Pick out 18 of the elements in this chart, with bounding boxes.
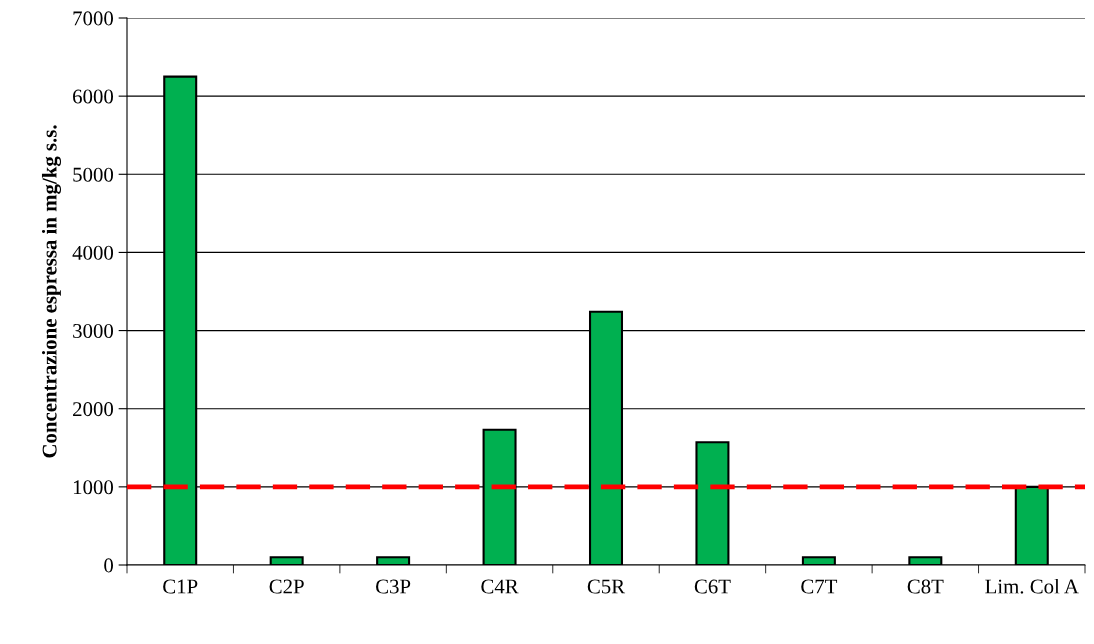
y-tick-label: 5000 <box>73 167 114 182</box>
y-tick-label: 1000 <box>73 480 114 495</box>
y-axis-title: Concentrazione espressa in mg/kg s.s. <box>41 125 62 458</box>
y-tick-label: 2000 <box>73 402 114 417</box>
x-tick-label: Lim. Col A <box>985 578 1079 594</box>
y-tick-label: 0 <box>104 558 114 573</box>
x-tick-label: C1P <box>163 579 198 594</box>
x-tick-label: C4R <box>481 579 519 594</box>
y-tick-label: 7000 <box>73 11 114 26</box>
x-tick-label: C3P <box>376 579 411 594</box>
x-tick-label: C7T <box>801 579 838 594</box>
y-tick-label: 4000 <box>72 245 114 260</box>
x-tick-label: C6T <box>694 579 731 594</box>
x-tick-label: C8T <box>907 579 944 594</box>
y-tick-label: 6000 <box>73 89 114 104</box>
y-tick-label: 3000 <box>73 323 114 338</box>
x-tick-label: C2P <box>269 579 304 594</box>
x-tick-label: C5R <box>587 579 626 594</box>
